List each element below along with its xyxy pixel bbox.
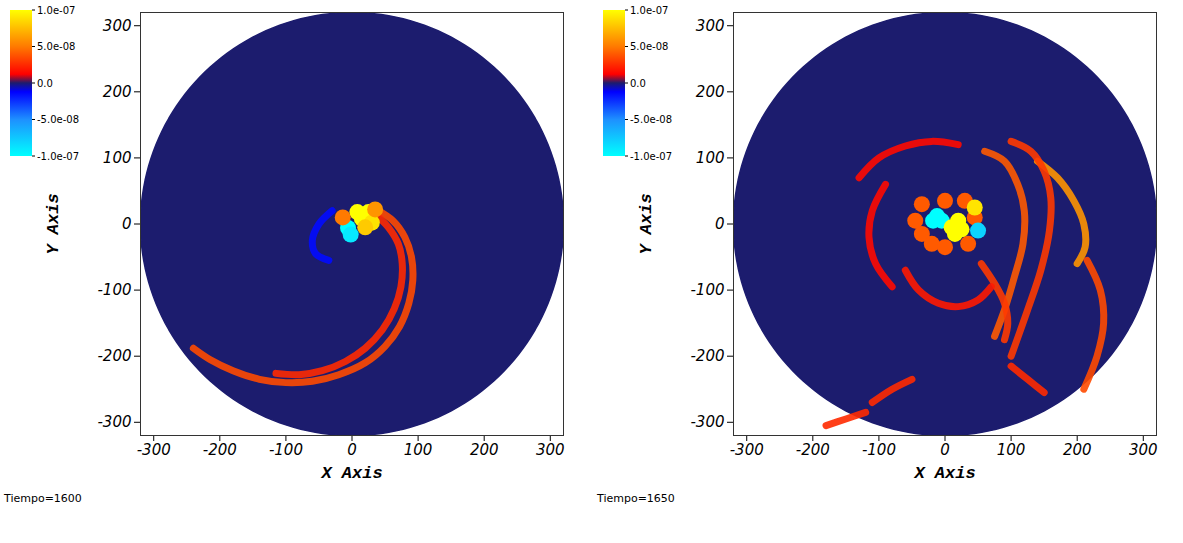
svg-text:-100: -100 xyxy=(97,281,131,299)
svg-text:-300: -300 xyxy=(137,441,171,459)
svg-text:0.0: 0.0 xyxy=(630,78,646,89)
svg-text:100: 100 xyxy=(404,441,433,459)
svg-text:-300: -300 xyxy=(97,413,131,431)
svg-text:0: 0 xyxy=(715,215,725,233)
svg-text:X Axis: X Axis xyxy=(320,464,382,483)
html-text:Tiempo=1600: Tiempo=1600 xyxy=(4,492,82,505)
svg-text:300: 300 xyxy=(536,441,565,459)
svg-text:-200: -200 xyxy=(796,441,830,459)
svg-text:5.0e-08: 5.0e-08 xyxy=(37,41,75,52)
svg-text:0: 0 xyxy=(347,441,357,459)
svg-text:-5.0e-08: -5.0e-08 xyxy=(37,114,79,125)
svg-text:-300: -300 xyxy=(730,441,764,459)
svg-text:300: 300 xyxy=(696,17,725,35)
svg-text:Y Axis: Y Axis xyxy=(44,193,63,254)
svg-text:5.0e-08: 5.0e-08 xyxy=(630,41,668,52)
svg-text:200: 200 xyxy=(470,441,499,459)
svg-text:-200: -200 xyxy=(203,441,237,459)
svg-text:200: 200 xyxy=(696,83,725,101)
svg-text:300: 300 xyxy=(103,17,132,35)
svg-text:-1.0e-07: -1.0e-07 xyxy=(630,151,672,162)
svg-text:Y Axis: Y Axis xyxy=(637,193,656,254)
svg-text:0: 0 xyxy=(940,441,950,459)
svg-text:0: 0 xyxy=(122,215,132,233)
svg-text:300: 300 xyxy=(1129,441,1158,459)
svg-text:-100: -100 xyxy=(862,441,896,459)
svg-text:100: 100 xyxy=(696,149,725,167)
svg-text:-5.0e-08: -5.0e-08 xyxy=(630,114,672,125)
svg-text:1.0e-07: 1.0e-07 xyxy=(37,5,75,16)
svg-text:200: 200 xyxy=(1063,441,1092,459)
svg-text:0.0: 0.0 xyxy=(37,78,53,89)
svg-text:X Axis: X Axis xyxy=(913,464,975,483)
svg-text:100: 100 xyxy=(997,441,1026,459)
html-text:Tiempo=1650: Tiempo=1650 xyxy=(597,492,675,505)
svg-text:100: 100 xyxy=(103,149,132,167)
svg-text:-100: -100 xyxy=(690,281,724,299)
svg-text:-300: -300 xyxy=(690,413,724,431)
svg-text:-200: -200 xyxy=(97,347,131,365)
svg-text:1.0e-07: 1.0e-07 xyxy=(630,5,668,16)
svg-text:-100: -100 xyxy=(269,441,303,459)
svg-text:200: 200 xyxy=(103,83,132,101)
svg-text:-200: -200 xyxy=(690,347,724,365)
svg-text:-1.0e-07: -1.0e-07 xyxy=(37,151,79,162)
